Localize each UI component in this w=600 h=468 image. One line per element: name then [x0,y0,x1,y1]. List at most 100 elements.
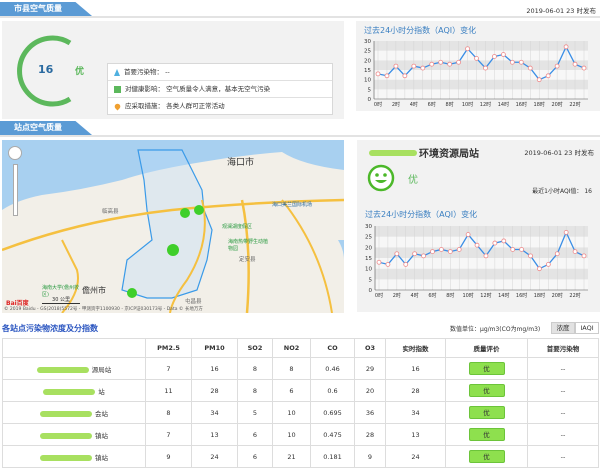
map-label-zoo: 海南热带野生动植物园 [228,239,269,252]
station-aqi-level: 优 [408,175,418,186]
y-tick-label: 5 [368,87,372,93]
aqi-data-point [501,238,507,244]
value-cell: 24 [191,445,238,468]
map-label-haikou: 海口市 [227,158,255,168]
aqi-data-point [384,73,390,79]
value-cell: 7 [145,423,192,446]
value-cell: 10 [272,401,311,424]
table-header: PM2.5 PM10 SO2 NO2 CO O3 实时指数 质量评价 首要污染物 [2,338,599,358]
x-tick-label: 16时 [516,292,527,299]
divider [0,135,600,137]
table-row[interactable]: 源局站 7 16 8 8 0.46 29 16 优 -- [2,357,599,380]
map-copyright: © 2019 Baidu - GS(2018)5572号 - 甲测资字11009… [4,307,203,312]
aqi-data-point [536,77,542,83]
col-pm10: PM10 [191,338,238,358]
x-tick-label: 18时 [534,292,545,299]
y-tick-label: 25 [364,49,371,55]
aqi-data-point [581,253,587,259]
aqi-data-point [403,262,409,267]
health-cross-icon [114,85,121,93]
value-cell: 0.695 [310,401,355,424]
aqi-data-point [376,259,382,265]
aqi-data-point [430,249,435,255]
table-row[interactable]: 会站 8 34 5 10 0.695 36 34 优 -- [2,401,599,424]
station-published-time: 2019-06-01 23 时发布 [524,149,594,157]
col-quality: 质量评价 [445,338,528,358]
row-value: 各类人群可正常活动 [166,102,225,110]
aqi-data-point [519,247,525,252]
station-aqi-chart: 0 5 10 15 20 25 30 0时 2时 4时 6时 8时 10时 12时 14时 16时 18时 20时… [365,224,588,299]
value-cell: 34 [385,401,446,424]
station-markers[interactable] [127,205,204,298]
primary-pollutant-cell: -- [527,401,599,424]
aqi-data-point [465,46,470,52]
quality-cell: 优 [445,357,528,380]
map-label-danzhou: 儋州市 [82,286,106,295]
station-marker[interactable] [167,244,179,256]
aqi-data-point [563,229,569,235]
city-info-table: 首要污染物： -- 对健康影响： 空气质量令人满意，基本无空气污染 应采取措施：… [107,63,333,115]
x-tick-label: 14时 [498,101,509,108]
highway [281,199,333,313]
station-marker[interactable] [194,205,204,215]
station-name-cell: 会站 [2,401,146,424]
row-value: -- [165,68,170,76]
table-row[interactable]: 镇站 7 13 6 10 0.475 28 13 优 -- [2,423,599,446]
map-label-dingan: 定安县 [239,257,256,263]
row-label: 首要污染物： [124,68,163,76]
station-marker[interactable] [127,288,137,298]
x-tick-label: 8时 [446,292,454,299]
station-map[interactable]: 海口市 儋州市 临高县 定安县 屯昌县 海口美兰国际机场 观澜湖度假区 海南热带… [2,140,344,313]
map-zoom-slider[interactable] [13,164,18,216]
value-cell: 10 [272,423,311,446]
x-tick-label: 2时 [392,101,400,108]
x-tick-label: 4时 [411,292,419,299]
heart-icon [113,102,122,110]
y-tick-label: 15 [364,68,371,74]
x-tick-label: 2时 [393,292,401,299]
station-name: 镇站 [95,453,108,462]
county-boundary [121,149,213,299]
toggle-concentration[interactable]: 浓度 [551,322,575,334]
value-cell: 8 [237,357,273,380]
aqi-data-point [518,59,524,65]
grid-band [375,268,588,280]
grid-band [375,247,588,258]
x-tick-label: 12时 [480,101,491,108]
aqi-data-point [545,73,551,79]
aqi-data-point [554,63,560,69]
value-cell: 6 [272,379,311,402]
row-label: 对健康影响： [125,85,164,93]
col-primary-pollutant: 首要污染物 [527,338,599,358]
quality-badge: 优 [468,450,505,463]
primary-pollutant-cell: -- [527,445,599,468]
value-cell: 34 [191,401,238,424]
x-tick-label: 6时 [428,292,436,299]
x-tick-label: 14时 [498,292,509,299]
aqi-data-point [385,262,391,267]
city-air-quality-tab[interactable]: 市县空气质量 [0,2,92,16]
map-canvas[interactable] [2,140,344,313]
station-name-cell: 源局站 [2,357,146,380]
toggle-iaqi[interactable]: IAQI [575,322,599,334]
aqi-data-point [492,240,498,246]
y-tick-label: 0 [368,97,372,103]
aqi-data-point [456,59,462,65]
grid-band [375,236,588,248]
y-tick-label: 10 [365,267,372,273]
divider [0,16,600,18]
value-cell: 8 [237,379,273,402]
grid-band [374,41,588,51]
value-cell: 6 [237,445,273,468]
grid-band [374,70,588,80]
grid-band [374,60,588,70]
station-marker[interactable] [180,208,190,218]
station-name-cell: 镇站 [2,423,146,446]
station-air-quality-tab[interactable]: 站点空气质量 [0,121,92,135]
table-row[interactable]: 站 11 28 8 6 0.6 20 28 优 -- [2,379,599,402]
aqi-data-point [510,247,516,252]
map-pan-control[interactable] [8,146,22,160]
col-no2: NO2 [272,338,311,358]
table-row[interactable]: 镇站 9 24 6 21 0.181 9 24 优 -- [2,445,599,468]
redacted-name [36,366,89,373]
